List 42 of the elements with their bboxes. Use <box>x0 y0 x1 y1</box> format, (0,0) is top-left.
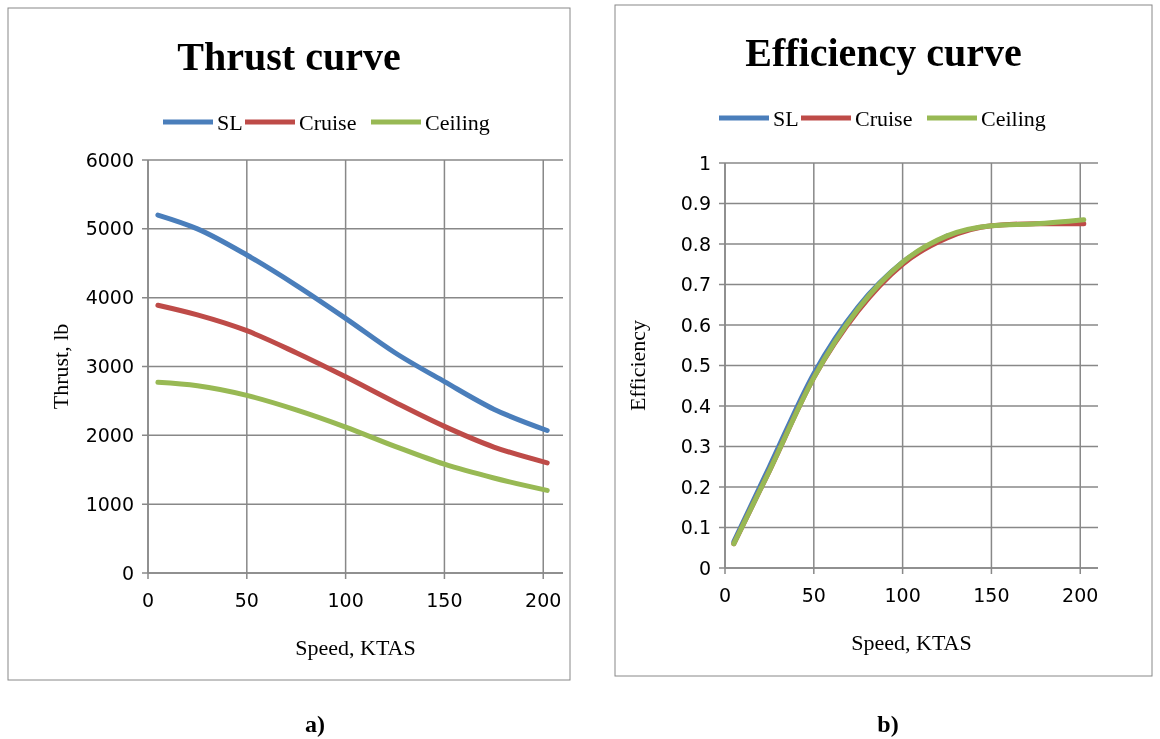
legend-label: Cruise <box>299 109 357 135</box>
x-tick-label: 100 <box>884 584 921 606</box>
x-tick-label: 100 <box>327 589 364 611</box>
y-tick-label: 3000 <box>85 355 134 378</box>
legend-label: Ceiling <box>425 109 490 135</box>
y-tick-label: 0.8 <box>680 232 711 255</box>
x-tick-label: 200 <box>1062 584 1099 606</box>
y-tick-label: 1000 <box>85 492 134 515</box>
chart-title: Thrust curve <box>177 34 401 79</box>
x-axis-title: Speed, KTAS <box>851 630 972 655</box>
legend-label: SL <box>217 109 243 135</box>
y-tick-label: 0.7 <box>680 273 711 296</box>
y-tick-label: 0 <box>121 561 134 584</box>
y-tick-label: 0.9 <box>680 192 711 215</box>
x-tick-label: 150 <box>426 589 463 611</box>
x-axis-title: Speed, KTAS <box>295 635 416 660</box>
chart-title: Efficiency curve <box>745 30 1022 75</box>
y-tick-label: 0.4 <box>680 394 711 417</box>
y-tick-label: 0.2 <box>680 475 711 498</box>
text: b) <box>877 711 899 737</box>
y-tick-label: 5000 <box>85 217 134 240</box>
text: a) <box>305 711 325 737</box>
y-tick-label: 0.1 <box>680 516 711 539</box>
y-axis-title: Efficiency <box>625 319 650 412</box>
legend-label: SL <box>773 105 799 131</box>
y-tick-label: 1 <box>698 151 711 174</box>
x-tick-label: 0 <box>141 589 155 611</box>
y-tick-label: 6000 <box>85 148 134 171</box>
legend-label: Cruise <box>855 105 913 131</box>
y-tick-label: 0.3 <box>680 435 711 458</box>
y-tick-label: 0.5 <box>680 354 711 377</box>
y-tick-label: 2000 <box>85 423 134 446</box>
x-tick-label: 0 <box>718 584 732 606</box>
y-tick-label: 0 <box>698 556 711 579</box>
y-axis-title: Thrust, lb <box>48 323 73 410</box>
x-tick-label: 150 <box>973 584 1010 606</box>
y-tick-label: 4000 <box>85 286 134 309</box>
x-tick-label: 200 <box>525 589 562 611</box>
y-tick-label: 0.6 <box>680 313 711 336</box>
x-tick-label: 50 <box>801 584 826 606</box>
x-tick-label: 50 <box>234 589 259 611</box>
legend-label: Ceiling <box>981 105 1046 131</box>
